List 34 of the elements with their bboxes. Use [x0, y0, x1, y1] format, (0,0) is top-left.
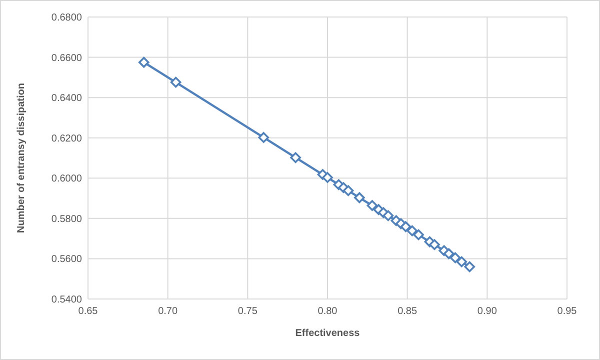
x-tick-label: 0.65	[78, 306, 98, 317]
x-tick-label: 0.85	[398, 306, 418, 317]
point	[413, 229, 424, 240]
y-axis-title: Number of entransy dissipation	[16, 82, 27, 234]
point	[366, 200, 378, 211]
y-tick-label: 0.6400	[51, 93, 82, 104]
point	[443, 248, 454, 260]
x-tick-label: 0.80	[318, 306, 338, 317]
point	[170, 76, 182, 88]
x-tick-label: 0.90	[477, 306, 498, 317]
x-axis-title: Effectiveness	[295, 328, 360, 339]
point	[322, 172, 333, 183]
point	[400, 221, 412, 232]
y-tick-label: 0.6600	[51, 52, 82, 64]
point	[429, 239, 440, 250]
point	[406, 225, 418, 236]
y-tick-label: 0.5800	[51, 214, 82, 225]
x-tick-label: 0.75	[238, 306, 258, 317]
y-tick-label: 0.6800	[51, 12, 82, 24]
point	[138, 56, 150, 68]
point	[456, 256, 468, 268]
point	[450, 252, 461, 264]
y-tick-label: 0.6000	[51, 174, 82, 185]
y-tick-label: 0.5600	[51, 254, 82, 266]
point	[382, 210, 394, 222]
y-tick-label: 0.6200	[51, 133, 82, 144]
x-tick-label: 0.95	[557, 306, 578, 317]
point	[464, 261, 476, 272]
point	[354, 192, 365, 204]
point	[342, 185, 354, 196]
y-tick-label: 0.5400	[51, 294, 82, 306]
x-tick-label: 0.70	[158, 306, 178, 317]
point	[290, 152, 301, 163]
point	[258, 132, 270, 143]
